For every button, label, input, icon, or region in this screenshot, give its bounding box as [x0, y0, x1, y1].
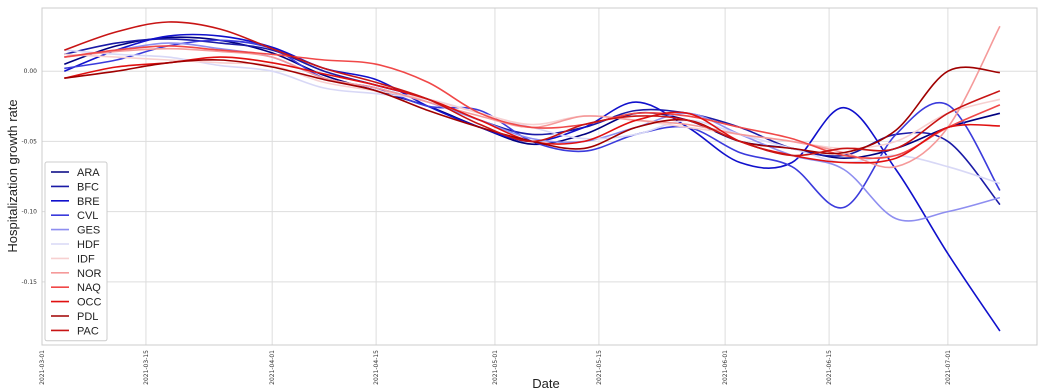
series-line-nor [64, 25, 1001, 169]
series-line-ges [64, 42, 1001, 222]
legend-label-idf: IDF [77, 253, 95, 265]
x-tick-label: 2021-06-01 [722, 350, 729, 385]
legend-label-cvl: CVL [77, 210, 98, 222]
x-tick-label: 2021-03-15 [143, 350, 150, 385]
legend-label-bfc: BFC [77, 181, 99, 193]
x-axis-label: Date [532, 376, 559, 391]
x-tick-labels: 2021-03-01 2021-03-15 2021-04-01 2021-04-15… [39, 350, 952, 385]
y-tick-label: -0.15 [21, 279, 37, 286]
series-layer [63, 21, 1001, 332]
plot-frame [41, 7, 1038, 346]
legend-label-naq: NAQ [77, 282, 101, 294]
legend-label-ges: GES [77, 225, 100, 237]
y-axis-label: Hospitalization growth rate [5, 99, 20, 252]
x-tick-label: 2021-07-01 [945, 350, 952, 385]
x-tick-label: 2021-06-15 [826, 350, 833, 385]
legend-label-hdf: HDF [77, 239, 100, 251]
legend-label-nor: NOR [77, 268, 102, 280]
legend-label-ara: ARA [77, 167, 100, 179]
legend: ARA BFC BRE CVL GES HDF IDF NOR NAQ OCC PDL PAC [44, 161, 108, 342]
x-tick-label: 2021-05-01 [492, 350, 499, 385]
series-line-naq [64, 45, 1001, 160]
series-line-cvl [64, 39, 1001, 209]
x-tick-label: 2021-04-15 [373, 350, 380, 385]
legend-label-occ: OCC [77, 297, 102, 309]
y-tick-labels: 0.00 -0.05 -0.10 -0.15 [21, 68, 37, 286]
x-tick-label: 2021-03-01 [39, 350, 46, 385]
y-tick-label: 0.00 [24, 68, 38, 75]
legend-label-pdl: PDL [77, 311, 98, 323]
y-tick-label: -0.10 [21, 209, 37, 216]
series-line-occ [64, 56, 1000, 164]
y-tick-label: -0.05 [21, 138, 37, 145]
series-line-pdl [64, 59, 1000, 155]
legend-label-bre: BRE [77, 196, 100, 208]
series-line-pac [64, 21, 1001, 157]
series-line-ara [64, 36, 1001, 160]
legend-frame [44, 161, 108, 342]
series-line-bre [63, 33, 1001, 332]
grid [41, 8, 1037, 345]
x-tick-label: 2021-04-01 [269, 350, 276, 385]
legend-label-pac: PAC [77, 325, 99, 337]
x-tick-label: 2021-05-15 [596, 350, 603, 385]
